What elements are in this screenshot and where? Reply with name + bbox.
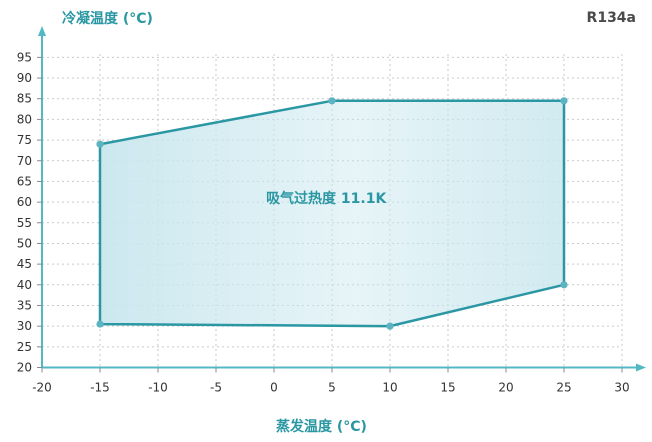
x-axis-title: 蒸发温度 (°C) xyxy=(276,416,367,436)
envelope-area xyxy=(100,101,564,326)
y-tick-label: 65 xyxy=(17,174,32,188)
x-axis-arrow xyxy=(636,364,646,372)
y-tick-label: 95 xyxy=(17,50,32,64)
envelope-point xyxy=(560,97,567,104)
y-tick-label: 85 xyxy=(17,92,32,106)
y-tick-label: 75 xyxy=(17,133,32,147)
y-tick-label: 70 xyxy=(17,154,32,168)
x-tick-label: 0 xyxy=(270,381,278,395)
envelope-point xyxy=(96,320,103,327)
x-tick-label: 10 xyxy=(382,381,397,395)
envelope-point xyxy=(560,281,567,288)
y-tick-label: 40 xyxy=(17,278,32,292)
y-axis-arrow xyxy=(38,26,46,36)
y-tick-label: 20 xyxy=(17,361,32,375)
x-tick-label: 20 xyxy=(498,381,513,395)
envelope-point xyxy=(386,323,393,330)
x-tick-label: -15 xyxy=(90,381,110,395)
y-tick-label: 35 xyxy=(17,298,32,312)
envelope-point xyxy=(96,141,103,148)
x-tick-label: 25 xyxy=(556,381,571,395)
x-tick-label: 5 xyxy=(328,381,336,395)
y-tick-label: 30 xyxy=(17,319,32,333)
y-tick-label: 25 xyxy=(17,340,32,354)
y-tick-label: 45 xyxy=(17,257,32,271)
y-tick-label: 80 xyxy=(17,112,32,126)
y-tick-label: 60 xyxy=(17,195,32,209)
x-tick-label: 30 xyxy=(614,381,629,395)
y-tick-label: 90 xyxy=(17,71,32,85)
x-tick-label: -10 xyxy=(148,381,168,395)
x-tick-label: 15 xyxy=(440,381,455,395)
y-tick-label: 50 xyxy=(17,236,32,250)
y-tick-label: 55 xyxy=(17,216,32,230)
x-tick-label: -20 xyxy=(32,381,52,395)
envelope-point xyxy=(328,97,335,104)
envelope-annotation: 吸气过热度 11.1K xyxy=(266,190,387,207)
x-tick-label: -5 xyxy=(210,381,222,395)
